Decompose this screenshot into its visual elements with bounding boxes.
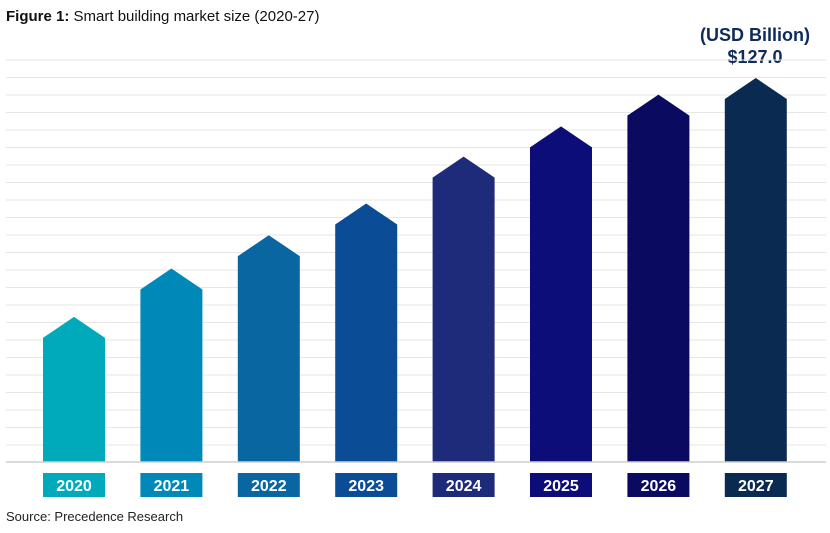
bars [43,78,787,463]
bar-2022 [237,235,300,462]
year-label-2021: 2021 [154,478,190,495]
bar-2023 [335,203,398,462]
year-label-box-2023 [335,473,398,497]
year-label-2020: 2020 [56,478,92,495]
year-label-2027: 2027 [738,478,774,495]
bar-chart: 2020 2021 2022 2023 2024 2025 2026 2027 [6,59,826,497]
last-value-label: $127.0 [727,47,783,67]
figure-title-text: Smart building market size (2020-27) [73,8,320,25]
year-label-2025: 2025 [543,478,579,495]
year-label-2024: 2024 [446,478,482,495]
bar-2026 [627,94,690,462]
year-label-box-2026 [627,473,690,497]
year-label-2023: 2023 [348,478,384,495]
year-label-box-2024 [432,473,495,497]
grid-lines [6,59,826,446]
year-label-box-2020 [43,473,105,497]
bar-2027 [724,78,787,462]
source-note: Source: Precedence Research [6,509,184,524]
bar-2020 [43,316,105,462]
bar-2021 [140,268,203,462]
year-label-box-2022 [237,473,300,497]
year-label-box-2021 [140,473,203,497]
chart-title: Figure 1: Smart building market size (20… [6,8,319,25]
figure-number: Figure 1: [6,8,70,25]
bar-2025 [530,126,592,463]
unit-label: (USD Billion) [700,25,810,45]
year-label-box-2025 [530,473,592,497]
bar-2024 [432,156,495,462]
unit-annotation: (USD Billion) $127.0 [660,24,830,68]
year-label-2022: 2022 [251,478,287,495]
year-label-box-2027 [724,473,787,497]
year-labels: 2020 2021 2022 2023 2024 2025 2026 2027 [43,473,787,497]
year-label-2026: 2026 [641,478,677,495]
